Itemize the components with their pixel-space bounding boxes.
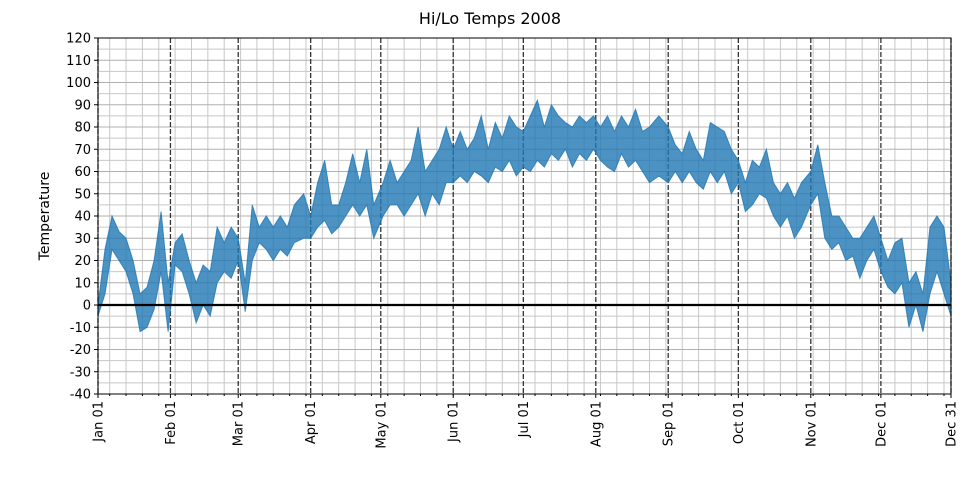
y-tick-label: -40 [70, 388, 91, 403]
x-tick-label: Aug 01 [589, 401, 604, 447]
y-tick-label: 80 [74, 121, 91, 136]
y-axis-label: Temperature [37, 172, 53, 262]
y-tick-label: 120 [66, 32, 91, 47]
plot-frame [97, 37, 952, 395]
x-tick-label: Sep 01 [662, 401, 677, 446]
x-tick-label: May 01 [374, 401, 389, 449]
y-tick-label: 30 [74, 232, 91, 247]
y-tick-label: 90 [74, 98, 91, 113]
x-tick-label: Dec 01 [874, 401, 889, 447]
y-tick-label: -30 [70, 365, 91, 380]
x-tick-label: Oct 01 [732, 401, 747, 444]
x-tick-label: Jun 01 [447, 401, 462, 443]
chart-title: Hi/Lo Temps 2008 [419, 9, 561, 28]
y-tick-label: -20 [70, 343, 91, 358]
y-tick-label: 50 [74, 187, 91, 202]
y-tick-label: -10 [70, 321, 91, 336]
x-tick-label: Jan 01 [92, 401, 107, 443]
y-tick-label: 20 [74, 254, 91, 269]
x-tick-label: Feb 01 [164, 401, 179, 445]
y-tick-label: 10 [74, 276, 91, 291]
x-tick-label: Jul 01 [517, 401, 532, 438]
x-tick-label: Dec 31 [945, 401, 960, 447]
y-tick-label: 0 [83, 299, 91, 314]
y-tick-label: 100 [66, 76, 91, 91]
x-tick-label: Nov 01 [804, 401, 819, 447]
x-tick-label: Mar 01 [232, 401, 247, 446]
x-tick-label: Apr 01 [304, 401, 319, 444]
y-tick-label: 70 [74, 143, 91, 158]
y-tick-label: 40 [74, 210, 91, 225]
y-tick-label: 60 [74, 165, 91, 180]
y-tick-label: 110 [66, 54, 91, 69]
